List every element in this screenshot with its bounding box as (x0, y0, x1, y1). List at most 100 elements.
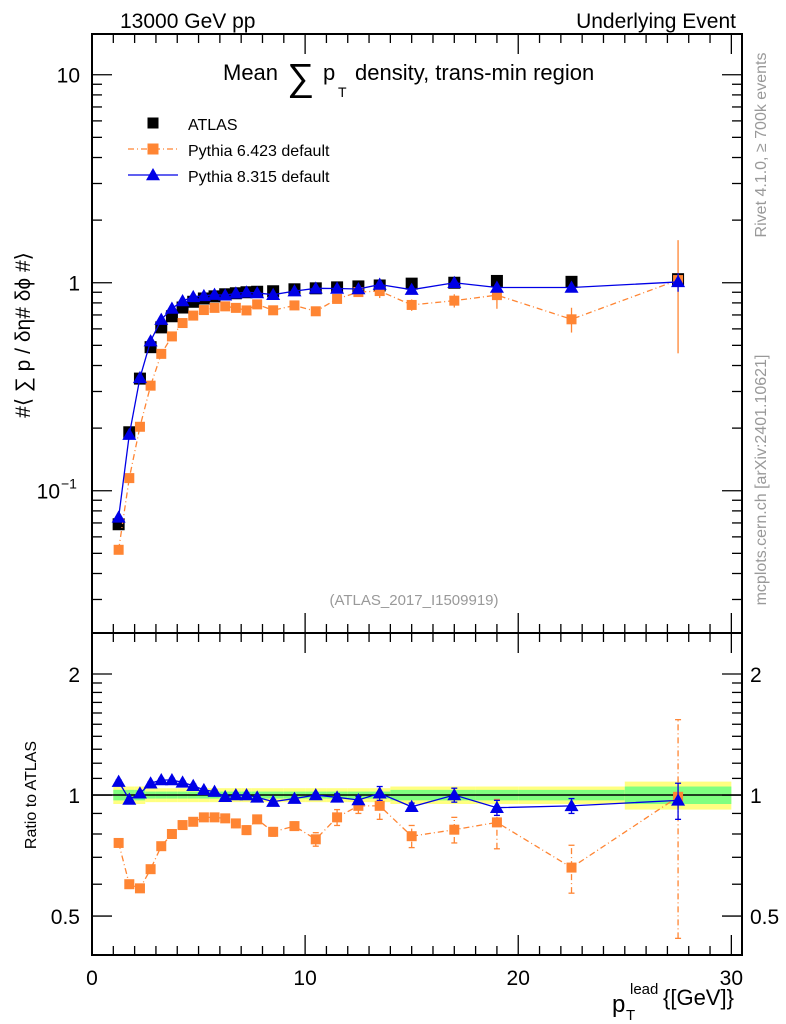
title-p: p (323, 60, 335, 85)
data-point (239, 285, 254, 298)
x-tick-label: 10 (293, 967, 316, 990)
ratio-y-tick-label-right: 2 (750, 664, 762, 687)
ratio-point (671, 793, 686, 806)
data-point (188, 310, 199, 321)
data-point (252, 299, 263, 310)
data-point (404, 282, 419, 295)
data-point (122, 427, 137, 440)
ratio-point (188, 816, 199, 827)
ratio-point (196, 782, 211, 796)
data-point (287, 284, 302, 297)
data-point (449, 295, 460, 306)
ratio-point (406, 831, 417, 842)
ratio-line (118, 796, 679, 890)
data-point (671, 274, 686, 288)
ratio-point (308, 788, 323, 801)
data-point (218, 288, 233, 301)
x-tick-label: 20 (507, 967, 530, 990)
data-point (220, 301, 231, 312)
side-text-rivet-text: Rivet 4.1.0, ≥ 700k events (753, 53, 770, 238)
data-point (266, 287, 281, 300)
data-point (186, 289, 201, 303)
ratio-point (220, 813, 231, 824)
legend-label: Pythia 6.423 default (188, 143, 330, 160)
ratio-point (268, 826, 279, 837)
data-point (489, 280, 504, 293)
ratio-plot-frame (91, 632, 743, 956)
ratio-point (404, 799, 419, 813)
x-axis-label-unit: {[GeV]} (663, 985, 734, 1010)
data-point (566, 314, 577, 325)
ratio-y-tick-label-right: 1 (750, 785, 762, 808)
y-tick-label: 1 (68, 273, 80, 296)
data-point (330, 281, 345, 294)
x-tick-label: 30 (720, 967, 743, 990)
ratio-point (164, 772, 179, 786)
ratio-point (330, 790, 345, 803)
ratio-y-tick-label-right: 0.5 (750, 906, 779, 929)
data-point (241, 305, 252, 316)
data-point (198, 305, 209, 316)
ratio-y-tick-label-left: 2 (68, 664, 80, 687)
data-point (268, 305, 279, 316)
title-prefix: Mean (223, 60, 278, 85)
ratio-point (332, 812, 343, 823)
data-point (166, 331, 177, 342)
series-line (117, 281, 679, 518)
data-point (209, 302, 220, 313)
data-point (145, 380, 156, 391)
ratio-point (122, 792, 137, 805)
y-tick-label: 10 (37, 481, 60, 504)
data-point (351, 282, 366, 295)
data-point (196, 288, 211, 302)
data-point (207, 287, 222, 300)
data-point (310, 306, 321, 317)
series-ratio-pythia8 (111, 772, 686, 821)
legend-marker-triangle (146, 168, 160, 181)
series-ratio-pythia6 (113, 719, 684, 940)
ratio-point (447, 788, 462, 801)
data-point (164, 301, 179, 314)
title-sub: T (338, 84, 347, 100)
data-point (177, 318, 188, 329)
legend-item: ATLAS (147, 117, 238, 134)
x-axis-label-sup: lead (630, 981, 658, 998)
ratio-point (166, 828, 177, 839)
legend-label: Pythia 8.315 default (188, 169, 330, 186)
ratio-y-tick-label-left: 0.5 (51, 906, 80, 929)
legend-marker-square (147, 117, 159, 129)
legend: ATLAS Pythia 6.423 default Pythia 8.315 de… (128, 117, 330, 186)
ratio-point (218, 789, 233, 803)
ratio-point (250, 790, 265, 803)
ratio-point (198, 812, 209, 823)
data-point (564, 280, 579, 293)
y-tick-label: 10 (57, 65, 80, 88)
ratio-point (372, 786, 387, 799)
analysis-id: (ATLAS_2017_I1509919) (329, 592, 498, 609)
ratio-point (132, 786, 147, 799)
ratio-point (230, 818, 241, 829)
ratio-point (124, 879, 135, 890)
ratio-point (186, 778, 201, 791)
data-point (374, 286, 385, 297)
ratio-point (310, 834, 321, 845)
data-point (175, 293, 190, 307)
data-point (250, 285, 265, 299)
ratio-point (177, 820, 188, 831)
data-point (111, 510, 126, 523)
title-suffix: density, trans-min region (355, 60, 594, 85)
ratio-point (289, 821, 300, 832)
ratio-point (145, 864, 156, 875)
data-point (124, 473, 135, 484)
data-point (228, 286, 243, 299)
data-point (406, 299, 417, 310)
side-text-mcplots: mcplots.cern.ch [arXiv:2401.10621] (753, 355, 770, 606)
ratio-point (207, 784, 222, 797)
x-axis-label-sub: T (626, 1007, 635, 1024)
data-point (308, 281, 323, 294)
ratio-point (566, 862, 577, 873)
data-point (372, 277, 387, 290)
legend-item: Pythia 6.423 default (128, 143, 330, 160)
